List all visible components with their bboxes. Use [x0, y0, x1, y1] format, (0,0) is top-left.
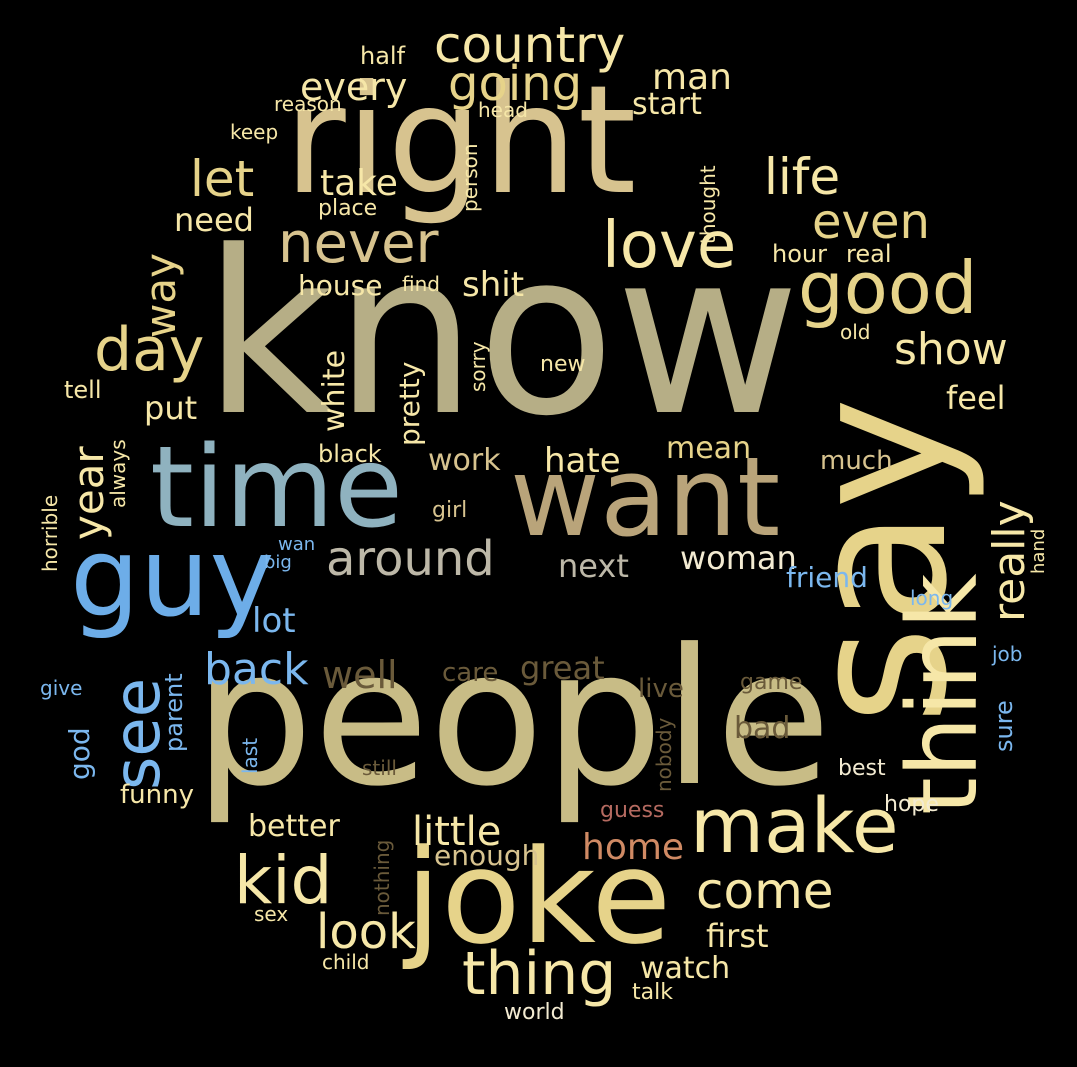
word-right: right — [284, 54, 637, 228]
word-give: give — [40, 676, 83, 700]
word-girl: girl — [432, 498, 468, 523]
word-back: back — [204, 644, 309, 695]
word-put: put — [144, 389, 198, 427]
word-world: world — [504, 1000, 565, 1025]
word-people: people — [194, 609, 832, 828]
word-never: never — [278, 211, 439, 276]
word-joke: joke — [405, 821, 672, 973]
word-find: find — [402, 272, 440, 296]
word-kid: kid — [234, 842, 333, 919]
word-take: take — [320, 163, 398, 204]
word-want: want — [510, 433, 781, 561]
word-even: even — [812, 194, 930, 250]
word-day: day — [94, 315, 205, 385]
word-white: white — [317, 349, 352, 432]
word-way: way — [136, 253, 185, 338]
word-best: best — [838, 756, 886, 781]
word-little: little — [412, 809, 502, 855]
word-country: country — [434, 16, 626, 74]
word-make: make — [690, 781, 899, 870]
word-come: come — [696, 862, 834, 920]
word-lot: lot — [252, 601, 296, 641]
word-great: great — [520, 649, 605, 687]
word-long: long — [910, 586, 954, 610]
word-place: place — [318, 196, 378, 221]
word-work: work — [428, 443, 501, 478]
word-new: new — [540, 352, 586, 377]
word-next: next — [558, 547, 629, 585]
word-man: man — [652, 57, 732, 98]
word-feel: feel — [946, 379, 1006, 417]
word-show: show — [894, 324, 1008, 375]
word-enough: enough — [434, 839, 540, 872]
word-good: good — [798, 246, 978, 330]
word-keep: keep — [230, 120, 279, 144]
word-bad: bad — [734, 711, 791, 746]
word-tell: tell — [64, 376, 102, 404]
word-first: first — [706, 917, 769, 955]
word-old: old — [840, 320, 871, 344]
word-thing: thing — [462, 939, 617, 1009]
word-head: head — [478, 98, 528, 122]
word-really: really — [984, 500, 1035, 622]
word-around: around — [326, 531, 495, 587]
word-horrible: horrible — [38, 494, 62, 572]
word-sure: sure — [990, 700, 1018, 752]
word-going: going — [448, 56, 583, 112]
word-half: half — [360, 42, 406, 70]
word-god: god — [63, 727, 96, 780]
word-guess: guess — [600, 798, 665, 823]
word-thought: thought — [696, 165, 720, 244]
word-sex: sex — [254, 902, 289, 926]
word-funny: funny — [120, 780, 194, 810]
word-guy: guy — [70, 513, 275, 641]
word-know: know — [203, 203, 801, 466]
word-game: game — [740, 670, 803, 695]
word-love: love — [602, 209, 737, 283]
word-home: home — [582, 827, 685, 868]
word-sorry: sorry — [466, 341, 490, 392]
word-always: always — [106, 439, 130, 508]
word-person: person — [458, 143, 482, 212]
word-live: live — [638, 674, 684, 704]
word-hate: hate — [544, 441, 621, 481]
word-parent: parent — [160, 673, 188, 752]
word-watch: watch — [640, 951, 731, 986]
word-time: time — [150, 423, 404, 553]
word-wan: wan — [278, 534, 316, 555]
word-well: well — [322, 653, 398, 697]
word-need: need — [174, 201, 254, 239]
word-much: much — [820, 446, 893, 476]
word-nothing: nothing — [370, 839, 394, 916]
word-mean: mean — [666, 431, 752, 466]
word-hand: hand — [1028, 528, 1049, 574]
word-house: house — [298, 269, 383, 302]
word-big: big — [264, 552, 292, 573]
word-year: year — [64, 446, 113, 540]
word-hour: hour — [772, 240, 827, 268]
word-reason: reason — [274, 92, 342, 116]
word-woman: woman — [680, 539, 797, 577]
word-better: better — [248, 809, 340, 844]
word-black: black — [318, 440, 382, 468]
word-real: real — [846, 240, 892, 268]
word-hope: hope — [884, 792, 939, 817]
word-shit: shit — [462, 265, 525, 305]
word-care: care — [442, 658, 499, 688]
word-start: start — [632, 87, 702, 122]
word-life: life — [764, 148, 841, 206]
word-let: let — [190, 150, 255, 208]
word-talk: talk — [632, 980, 673, 1005]
word-still: still — [362, 756, 397, 780]
word-friend: friend — [786, 561, 868, 594]
word-nobody: nobody — [652, 717, 676, 792]
word-job: job — [992, 642, 1023, 666]
word-look: look — [316, 904, 416, 960]
word-every: every — [300, 65, 408, 109]
word-child: child — [322, 950, 370, 974]
word-last: last — [238, 737, 262, 774]
word-pretty: pretty — [393, 361, 426, 446]
